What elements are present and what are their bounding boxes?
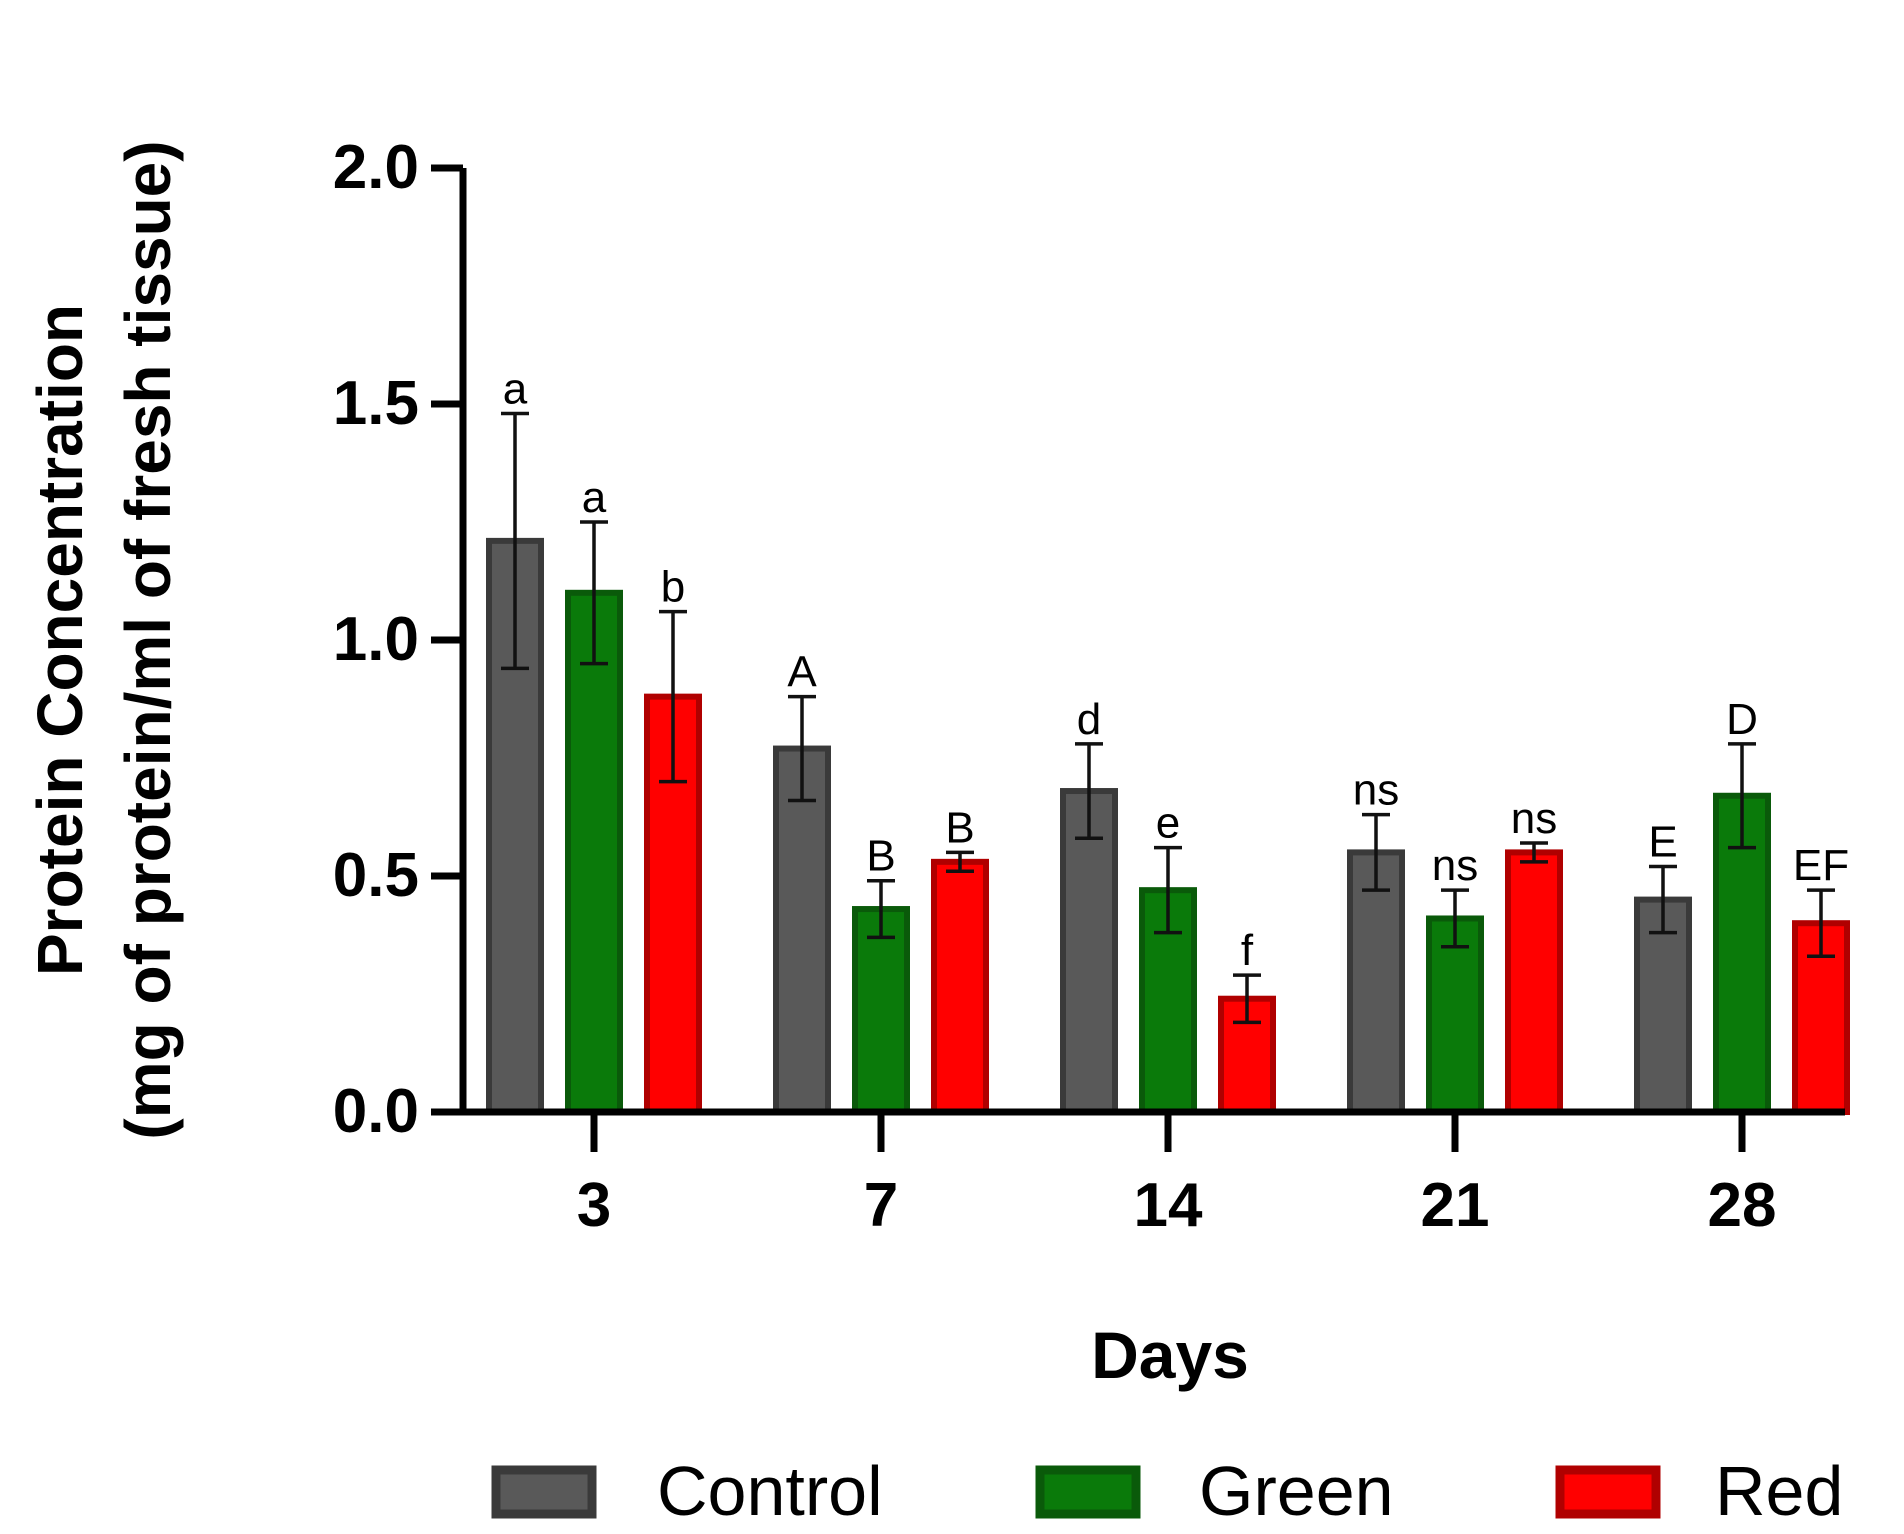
- legend-label-green: Green: [1199, 1452, 1394, 1530]
- legend-swatch-green: [1035, 1465, 1141, 1519]
- y-tick-label-1.5: 1.5: [333, 369, 419, 438]
- error-bar-red-3: [659, 609, 687, 784]
- significance-label-red-14: f: [1241, 926, 1254, 975]
- error-bar-red-21: [1520, 841, 1548, 864]
- error-bar-red-7: [946, 850, 974, 874]
- significance-label-green-3: a: [582, 473, 607, 522]
- error-bar-control-14: [1075, 742, 1103, 840]
- error-bar-green-3: [580, 520, 608, 666]
- y-tick-label-1.0: 1.0: [333, 605, 419, 674]
- significance-label-control-28: E: [1648, 818, 1677, 867]
- x-axis-title: Days: [1091, 1318, 1249, 1392]
- error-bar-red-28: [1807, 888, 1835, 958]
- y-tick-label-0.0: 0.0: [333, 1077, 419, 1146]
- error-bar-control-28: [1649, 864, 1677, 935]
- legend-item-red: Red: [1555, 1452, 1843, 1530]
- y-axis-title: Protein Concentration (mg of protein/ml …: [24, 140, 184, 1139]
- error-bar-red-14: [1233, 973, 1261, 1025]
- x-tick-label-3: 3: [577, 1171, 611, 1240]
- error-bar-control-21: [1362, 812, 1390, 892]
- bar-green-3: [565, 589, 623, 1115]
- x-ticks-layer: 3 7 14 21 28: [577, 1112, 1777, 1240]
- bar-control-7: [773, 745, 831, 1115]
- error-bars-layer: [501, 411, 1835, 1025]
- significance-label-green-7: B: [866, 832, 895, 881]
- bar-control-21: [1347, 849, 1405, 1116]
- significance-label-red-21: ns: [1511, 794, 1557, 843]
- y-tick-label-0.5: 0.5: [333, 841, 419, 910]
- significance-label-red-3: b: [661, 563, 685, 612]
- legend-swatch-control: [491, 1465, 597, 1519]
- error-bar-green-14: [1154, 845, 1182, 935]
- y-ticks-layer: 0.0 0.5 1.0 1.5 2.0: [333, 133, 463, 1146]
- significance-label-control-14: d: [1077, 695, 1101, 744]
- bar-red-21: [1505, 849, 1563, 1116]
- significance-label-green-14: e: [1156, 799, 1180, 848]
- x-tick-label-21: 21: [1421, 1171, 1490, 1240]
- x-tick-label-7: 7: [864, 1171, 898, 1240]
- significance-label-control-21: ns: [1353, 766, 1399, 815]
- y-tick-label-2.0: 2.0: [333, 133, 419, 202]
- error-bar-green-21: [1441, 888, 1469, 949]
- significance-label-control-7: A: [787, 648, 817, 697]
- significance-label-red-7: B: [945, 803, 974, 852]
- legend-label-red: Red: [1715, 1452, 1843, 1530]
- error-bar-green-28: [1728, 742, 1756, 850]
- bar-green-7: [852, 906, 910, 1115]
- bar-red-7: [931, 858, 989, 1116]
- x-tick-label-28: 28: [1708, 1171, 1777, 1240]
- error-bar-control-7: [788, 694, 816, 803]
- legend-label-control: Control: [657, 1452, 883, 1530]
- error-bar-green-7: [867, 878, 895, 940]
- legend: Control Green Red: [491, 1452, 1843, 1530]
- y-axis-title-line1: Protein Concentration: [24, 304, 96, 976]
- significance-label-control-3: a: [503, 364, 528, 413]
- legend-swatch-red: [1555, 1465, 1661, 1519]
- y-axis-title-line2: (mg of protein/ml of fresh tissue): [112, 140, 184, 1139]
- significance-label-green-28: D: [1726, 695, 1758, 744]
- significance-label-green-21: ns: [1432, 841, 1478, 890]
- significance-labels-layer: a Ad ns Ea Be ns Db Bf ns EF: [503, 364, 1849, 975]
- error-bar-control-3: [501, 411, 529, 671]
- significance-label-red-28: EF: [1793, 841, 1849, 890]
- legend-item-green: Green: [1035, 1452, 1394, 1530]
- legend-item-control: Control: [491, 1452, 883, 1530]
- x-tick-label-14: 14: [1134, 1171, 1203, 1240]
